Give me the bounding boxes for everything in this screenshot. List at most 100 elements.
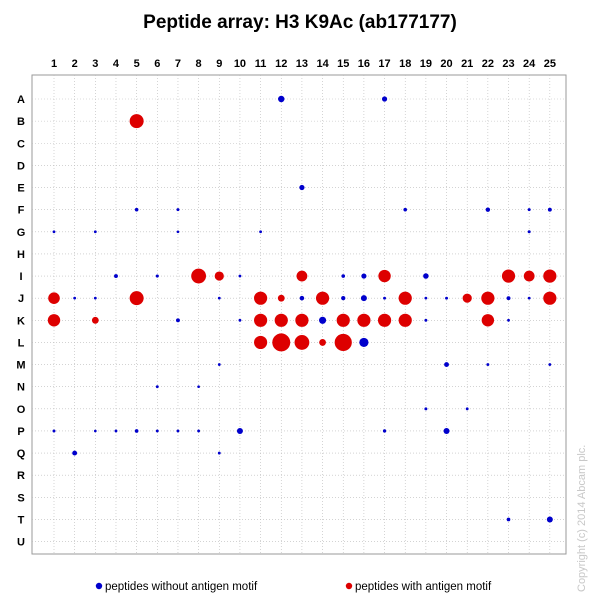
dot-without-motif-P1 (52, 429, 56, 433)
dot-without-motif-P10 (236, 427, 243, 434)
dot-without-motif-K23 (507, 318, 510, 322)
row-label-H: H (17, 249, 25, 261)
row-label-Q: Q (17, 448, 26, 460)
dot-with-motif-I13 (296, 270, 308, 282)
row-label-F: F (18, 205, 25, 217)
row-label-R: R (17, 470, 25, 482)
row-label-G: G (17, 227, 26, 239)
dot-with-motif-J21 (462, 293, 472, 303)
column-label-11: 11 (255, 58, 267, 70)
dot-without-motif-J16 (360, 295, 367, 302)
grid-lines (32, 75, 566, 554)
copyright-notice: Copyright (c) 2014 Abcam plc. (576, 445, 588, 592)
dot-without-motif-Q9 (217, 451, 221, 455)
column-label-10: 10 (234, 58, 246, 70)
dot-with-motif-J14 (315, 291, 330, 305)
dot-without-motif-J20 (445, 296, 449, 300)
dot-without-motif-G3 (93, 230, 97, 234)
dot-without-motif-G24 (527, 230, 531, 234)
column-label-18: 18 (399, 58, 411, 70)
dot-without-motif-O21 (465, 407, 469, 411)
dot-with-motif-K13 (295, 313, 309, 327)
column-label-9: 9 (216, 58, 222, 70)
dot-with-motif-K12 (274, 313, 288, 327)
dot-with-motif-K3 (91, 316, 99, 324)
row-label-T: T (18, 514, 25, 526)
row-label-K: K (17, 315, 25, 327)
column-label-21: 21 (461, 58, 473, 70)
dot-without-motif-J19 (424, 296, 428, 300)
dot-with-motif-K11 (254, 313, 268, 327)
dot-with-motif-K17 (377, 313, 392, 327)
row-label-P: P (17, 426, 24, 438)
dot-with-motif-K22 (481, 314, 495, 327)
dot-with-motif-J18 (398, 291, 412, 305)
dot-without-motif-P17 (382, 429, 387, 433)
dot-with-motif-I8 (191, 268, 207, 284)
row-label-B: B (17, 116, 25, 128)
row-label-A: A (17, 94, 25, 106)
dot-without-motif-J23 (506, 296, 511, 301)
dot-with-motif-J1 (48, 292, 60, 304)
row-label-U: U (17, 537, 25, 549)
dot-without-motif-K7 (176, 318, 180, 323)
dot-without-motif-N8 (197, 385, 200, 389)
dot-without-motif-N6 (155, 385, 159, 389)
row-label-M: M (16, 360, 25, 372)
dot-without-motif-P20 (443, 427, 450, 434)
row-label-J: J (18, 293, 24, 305)
dot-without-motif-G7 (176, 230, 180, 234)
dot-without-motif-P4 (114, 429, 118, 433)
dot-without-motif-I10 (238, 274, 242, 278)
dot-without-motif-F22 (485, 207, 491, 212)
column-label-15: 15 (337, 58, 349, 70)
dot-without-motif-F7 (176, 208, 180, 212)
dot-with-motif-K15 (336, 313, 350, 327)
dot-without-motif-J24 (527, 296, 531, 300)
dot-without-motif-J3 (93, 296, 97, 300)
row-label-L: L (18, 337, 25, 349)
dot-without-motif-I4 (114, 274, 118, 279)
row-label-N: N (17, 382, 25, 394)
dot-without-motif-K14 (319, 316, 327, 324)
dot-without-motif-L16 (359, 337, 369, 348)
dot-without-motif-G11 (259, 230, 262, 234)
dot-without-motif-F18 (403, 207, 408, 212)
column-label-7: 7 (175, 58, 181, 70)
dot-without-motif-M25 (548, 363, 552, 366)
dot-without-motif-G1 (52, 230, 56, 234)
row-label-S: S (17, 492, 24, 504)
dot-without-motif-A12 (278, 95, 285, 103)
column-label-23: 23 (502, 58, 514, 70)
dot-with-motif-K1 (47, 314, 61, 327)
column-label-6: 6 (154, 58, 160, 70)
row-label-E: E (17, 183, 24, 195)
column-label-4: 4 (113, 58, 120, 70)
legend-marker-without-motif (95, 582, 103, 590)
row-label-I: I (19, 271, 22, 283)
dot-without-motif-I6 (155, 274, 159, 278)
dot-without-motif-J17 (383, 296, 387, 300)
dot-with-motif-J25 (543, 291, 557, 305)
dot-without-motif-I15 (341, 274, 346, 278)
column-label-14: 14 (316, 58, 329, 70)
dot-with-motif-L14 (319, 339, 326, 346)
column-label-5: 5 (134, 58, 140, 70)
dot-with-motif-I9 (214, 271, 224, 281)
column-label-24: 24 (523, 58, 536, 70)
dot-without-motif-M20 (444, 362, 449, 367)
dot-without-motif-A17 (381, 96, 388, 102)
dot-without-motif-P5 (134, 429, 139, 433)
dot-without-motif-O19 (424, 407, 428, 411)
plot-area-frame (31, 74, 567, 555)
legend-label-without-motif: peptides without antigen motif (105, 581, 258, 593)
column-label-20: 20 (440, 58, 452, 70)
dot-without-motif-T23 (506, 517, 511, 522)
dot-with-motif-L11 (254, 335, 268, 350)
column-label-16: 16 (358, 58, 370, 70)
dot-with-motif-I17 (378, 269, 391, 283)
dot-without-motif-M22 (486, 363, 490, 367)
column-label-12: 12 (275, 58, 287, 70)
dot-with-motif-K16 (357, 313, 371, 327)
